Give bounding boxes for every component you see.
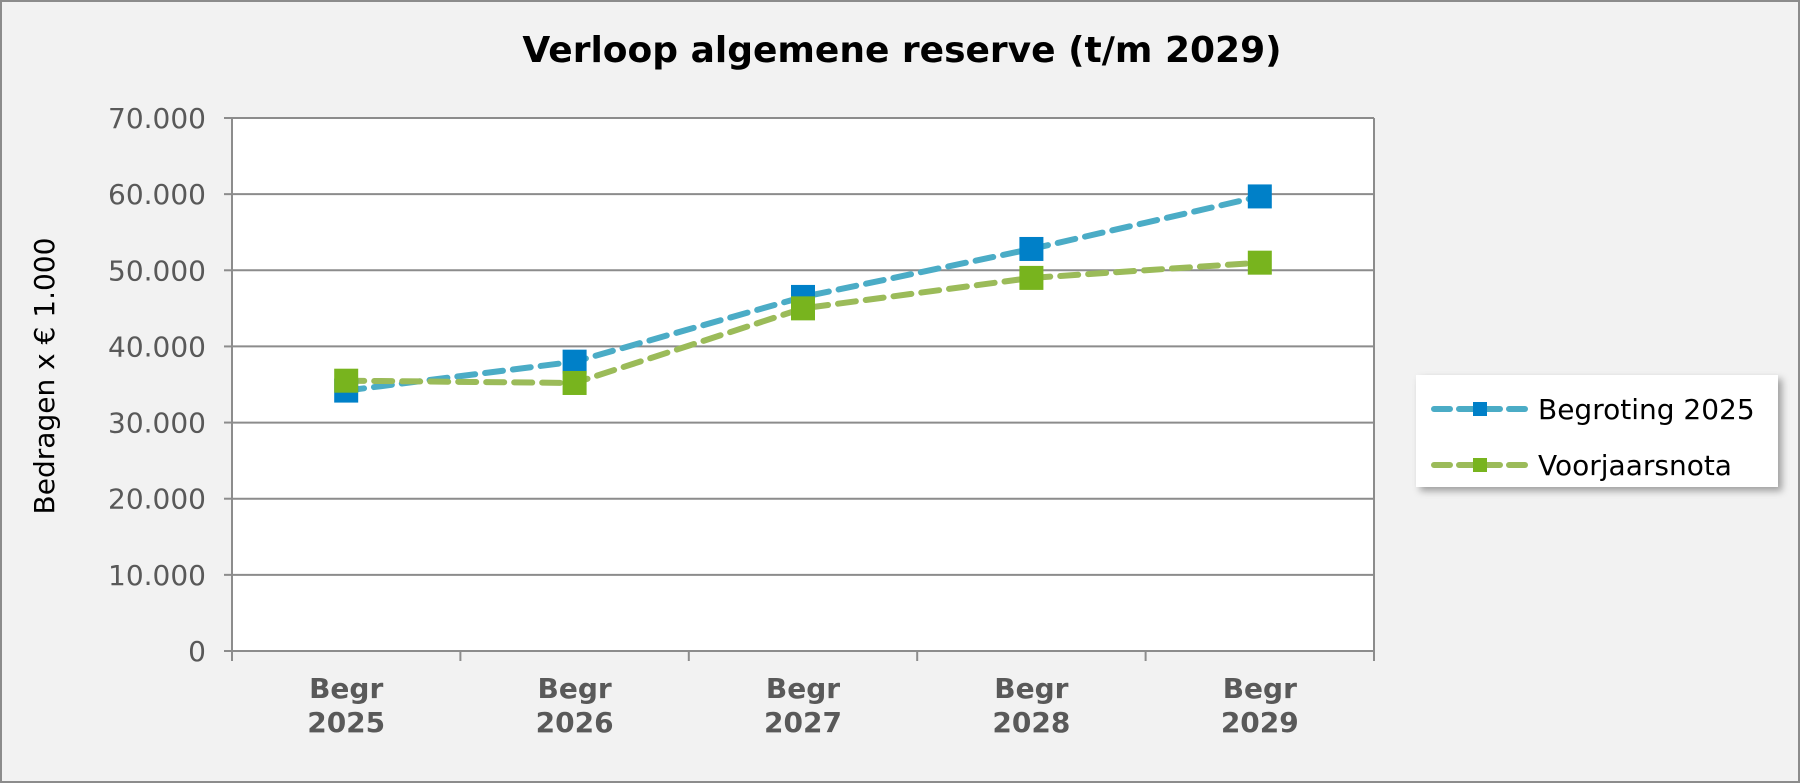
x-tick-label-3-line-1: 2028 [992, 706, 1070, 739]
x-tick-label-2: Begr 2027 [764, 672, 842, 739]
x-tick-label-3: Begr 2028 [992, 672, 1070, 739]
legend: Begroting 2025 Voorjaarsnota [1416, 375, 1778, 487]
x-tick-label-4-line-0: Begr [1223, 672, 1297, 705]
y-tick-label-7: 70.000 [108, 102, 206, 135]
x-tick-label-1-line-1: 2026 [536, 706, 614, 739]
legend-item-begroting-2025: Begroting 2025 [1416, 389, 1778, 429]
chart-title: Verloop algemene reserve (t/m 2029) [522, 30, 1282, 71]
x-tick-label-3-line-0: Begr [994, 672, 1068, 705]
series-0-point-4 [1247, 184, 1272, 209]
series-0-point-1 [562, 349, 587, 374]
series-layer [334, 184, 1272, 403]
x-tick-label-2-line-0: Begr [766, 672, 840, 705]
y-tick-label-3: 30.000 [108, 407, 206, 440]
x-tick-label-0-line-0: Begr [309, 672, 383, 705]
x-tick-label-4-line-1: 2029 [1221, 706, 1299, 739]
y-tick-label-4: 40.000 [108, 330, 206, 363]
series-0-point-3 [1019, 236, 1044, 261]
legend-label-begroting-2025: Begroting 2025 [1538, 393, 1755, 426]
plot-area [232, 118, 1374, 651]
series-1-point-3 [1019, 265, 1044, 290]
y-tick-label-5: 50.000 [108, 254, 206, 287]
y-tick-label-2: 20.000 [108, 483, 206, 516]
y-tick-label-6: 60.000 [108, 178, 206, 211]
x-tick-label-0-line-1: 2025 [307, 706, 385, 739]
series-1-point-1 [562, 370, 587, 395]
y-tick-label-0: 0 [188, 635, 206, 668]
x-tick-label-4: Begr 2029 [1221, 672, 1299, 739]
series-1-point-0 [334, 368, 359, 393]
legend-marker-begroting-2025 [1473, 402, 1487, 416]
legend-swatch-begroting-2025 [1431, 402, 1529, 416]
x-tick-label-2-line-1: 2027 [764, 706, 842, 739]
axis-layer: 0 10.000 20.000 30.000 40.000 50.000 60.000 70.… [108, 102, 1375, 739]
series-1-point-2 [791, 296, 815, 321]
x-tick-label-1-line-0: Begr [538, 672, 612, 705]
legend-marker-voorjaarsnota [1473, 458, 1487, 472]
y-tick-label-1: 10.000 [108, 559, 206, 592]
grid-layer [232, 117, 1374, 652]
series-1-point-4 [1247, 250, 1272, 275]
x-tick-label-0: Begr 2025 [307, 672, 385, 739]
y-axis-label: Bedragen x € 1.000 [28, 238, 61, 515]
x-tick-label-1: Begr 2026 [536, 672, 614, 739]
legend-swatch-voorjaarsnota [1431, 458, 1529, 472]
legend-item-voorjaarsnota: Voorjaarsnota [1416, 445, 1778, 485]
legend-label-voorjaarsnota: Voorjaarsnota [1538, 449, 1732, 482]
